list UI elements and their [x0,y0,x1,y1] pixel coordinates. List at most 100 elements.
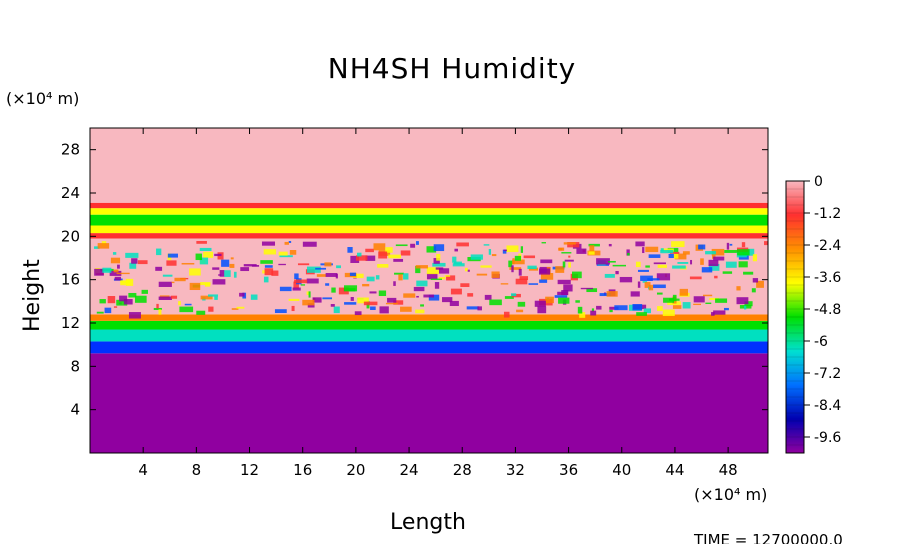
mix-patch [564,259,574,262]
mix-patch [528,267,539,271]
mix-patch [291,305,295,312]
mix-patch [363,301,378,306]
colorbar-tick-label: -2.4 [814,238,841,254]
mix-patch [423,294,434,298]
mix-patch [128,292,137,298]
x-tick-label: 4 [138,461,148,479]
mix-patch [586,288,598,293]
mix-patch [738,261,748,268]
mix-patch [365,248,374,253]
mix-patch [349,272,356,276]
mix-patch [567,242,580,248]
mix-patch [325,273,338,277]
mix-patch [362,283,370,287]
mix-patch [261,241,276,246]
mix-patch [608,260,616,263]
mix-patch [385,247,393,253]
mix-patch [158,309,162,315]
mix-patch [637,269,649,272]
mix-patch [354,311,362,316]
mix-patch [178,301,181,306]
x-tick-label: 8 [192,461,202,479]
mix-patch [626,249,630,256]
mix-patch [200,295,213,300]
mix-patch [723,307,729,311]
mix-patch [260,260,273,264]
mix-patch [195,253,203,261]
mix-patch [279,255,293,258]
mix-patch [306,278,319,284]
mix-patch [394,272,404,275]
mix-patch [293,281,299,289]
mix-patch [705,251,716,255]
mix-patch [741,242,746,248]
mix-patch [181,262,195,265]
mix-patch [113,306,118,308]
y-axis-unit: (×10⁴ m) [6,89,80,108]
mix-patch [415,265,421,274]
mix-patch [324,262,332,267]
mix-patch [289,250,297,255]
mix-patch [395,244,408,247]
mix-patch [432,262,446,267]
mix-patch [388,254,401,259]
x-axis-unit: (×10⁴ m) [694,485,768,504]
mix-patch [726,242,730,250]
mix-patch [725,261,737,268]
mix-patch [563,284,573,292]
mix-patch [673,254,679,259]
mix-patch [403,293,416,298]
mix-patch [606,291,618,297]
mix-patch [322,297,333,300]
mix-patch [433,258,440,264]
mix-patch [519,276,529,281]
mix-patch [657,306,663,312]
mix-patch [648,254,661,258]
mix-patch [743,271,754,275]
mix-patch [99,299,106,304]
mix-patch [640,275,653,281]
mix-patch [489,299,502,306]
mix-patch [452,256,457,263]
mix-patch [233,271,237,278]
mix-patch [403,273,409,280]
mix-patch [243,264,257,267]
mix-patch [488,249,492,255]
mix-patch [117,264,120,269]
mix-patch [229,263,235,268]
mix-patch [415,309,425,314]
colorbar-tick-label: -7.2 [814,366,841,382]
mix-patch [752,254,758,262]
mix-patch [333,306,340,314]
mix-patch [711,312,715,316]
mix-patch [709,297,719,301]
mix-patch [657,264,667,268]
mix-patch [212,267,220,270]
mix-patch [196,240,207,244]
mix-patch [511,293,521,298]
field-band-11 [90,128,768,203]
mix-patch [558,297,570,304]
mix-patch [218,274,222,276]
mix-patch [647,278,660,281]
mix-patch [221,259,230,267]
mix-patch [588,243,600,247]
mix-patch [446,275,456,281]
field-band-9 [90,208,768,215]
mix-patch [656,292,663,295]
mix-patch [483,244,490,246]
mix-patch [366,276,375,282]
mix-patch [711,248,725,256]
mix-patch [604,273,615,278]
mix-patch [306,266,321,273]
mix-patch [502,249,507,254]
y-tick-label: 28 [61,141,80,159]
mix-patch [208,306,214,312]
mix-patch [579,312,586,318]
mix-patch [693,296,705,303]
mix-patch [449,300,459,307]
mix-patch [668,254,675,259]
mix-patch [596,305,602,310]
